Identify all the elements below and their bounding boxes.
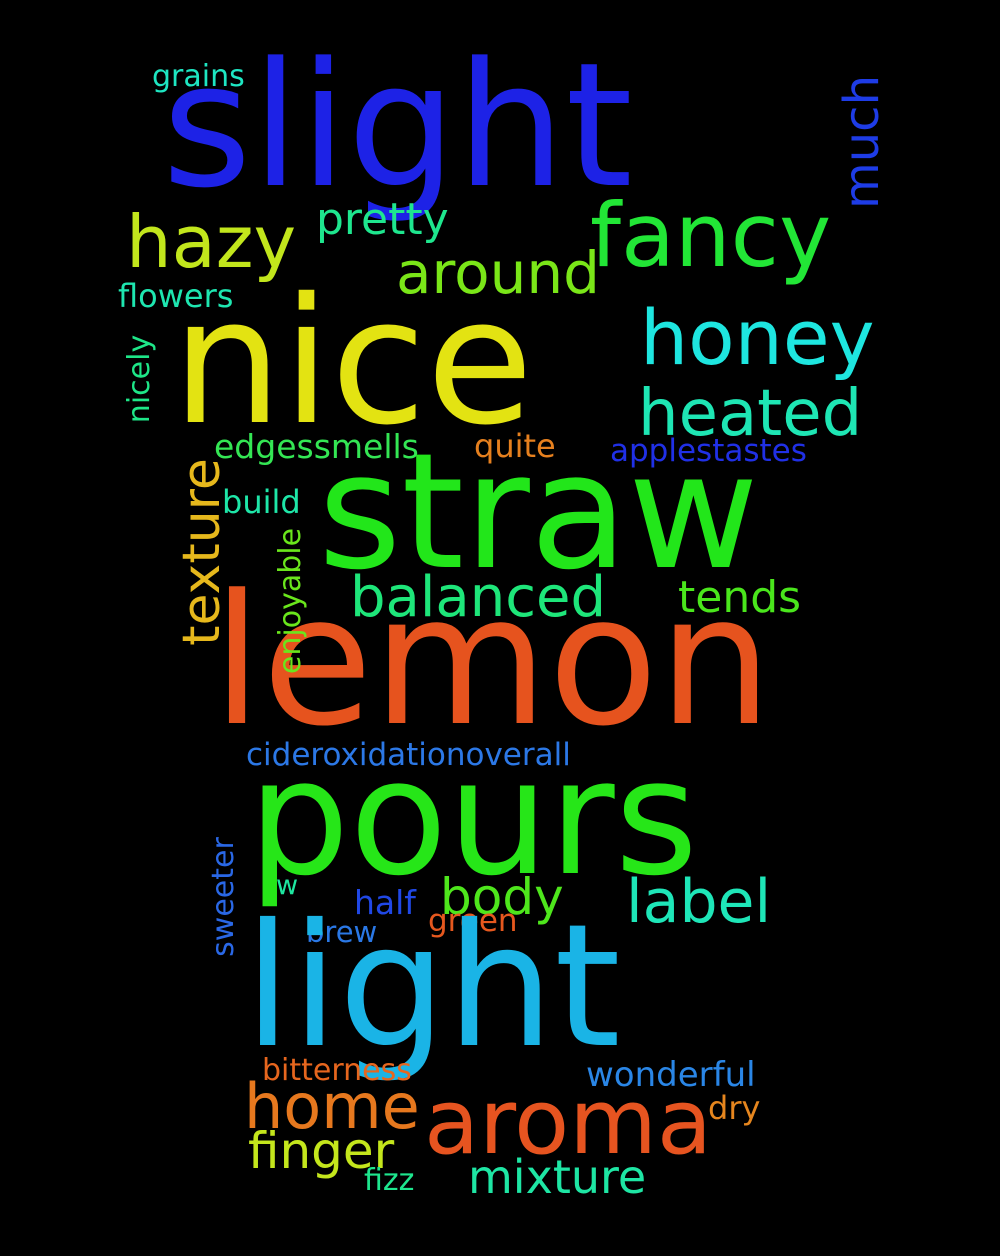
word-fancy: fancy (590, 184, 832, 287)
word-body: body (440, 868, 564, 926)
word-slight: slight (162, 25, 633, 226)
word-wonderful: wonderful (586, 1055, 756, 1095)
word-flowers: flowers (118, 277, 234, 315)
word-quite: quite (474, 427, 556, 465)
word-bitterness: bitterness (262, 1053, 412, 1088)
word-enjoyable: enjoyable (273, 527, 309, 675)
word-hazy: hazy (126, 200, 297, 284)
word-texture: texture (171, 458, 232, 646)
word-much: much (834, 75, 890, 209)
word-aroma: aroma (424, 1070, 713, 1175)
word-edgessmells: edgessmells (214, 427, 419, 466)
word-half: half (354, 883, 416, 922)
word-w: w (276, 870, 299, 901)
word-nice: nice (172, 261, 534, 464)
word-applestastes: applestastes (610, 433, 807, 469)
word-mixture: mixture (468, 1150, 647, 1204)
word-cideroxidationoverall: cideroxidationoverall (246, 737, 571, 773)
word-tends: tends (678, 572, 802, 623)
word-around: around (396, 239, 600, 307)
word-light: light (244, 888, 621, 1086)
word-label: label (626, 867, 772, 937)
word-heated: heated (638, 377, 863, 451)
word-build: build (222, 483, 301, 521)
word-home: home (244, 1070, 420, 1143)
word-sweeter: sweeter (205, 837, 241, 957)
word-dry: dry (708, 1089, 761, 1127)
word-nicely: nicely (122, 334, 158, 424)
word-straw: straw (318, 418, 759, 605)
word-grains: grains (152, 59, 245, 94)
word-brew: brew (306, 915, 378, 949)
word-honey: honey (640, 293, 875, 382)
word-green: green (428, 903, 518, 939)
word-lemon: lemon (212, 557, 773, 766)
word-balanced: balanced (350, 565, 607, 630)
word-pours: pours (248, 724, 698, 911)
word-pretty: pretty (316, 194, 449, 245)
word-fizz: fizz (364, 1163, 415, 1198)
word-finger: finger (248, 1122, 395, 1180)
